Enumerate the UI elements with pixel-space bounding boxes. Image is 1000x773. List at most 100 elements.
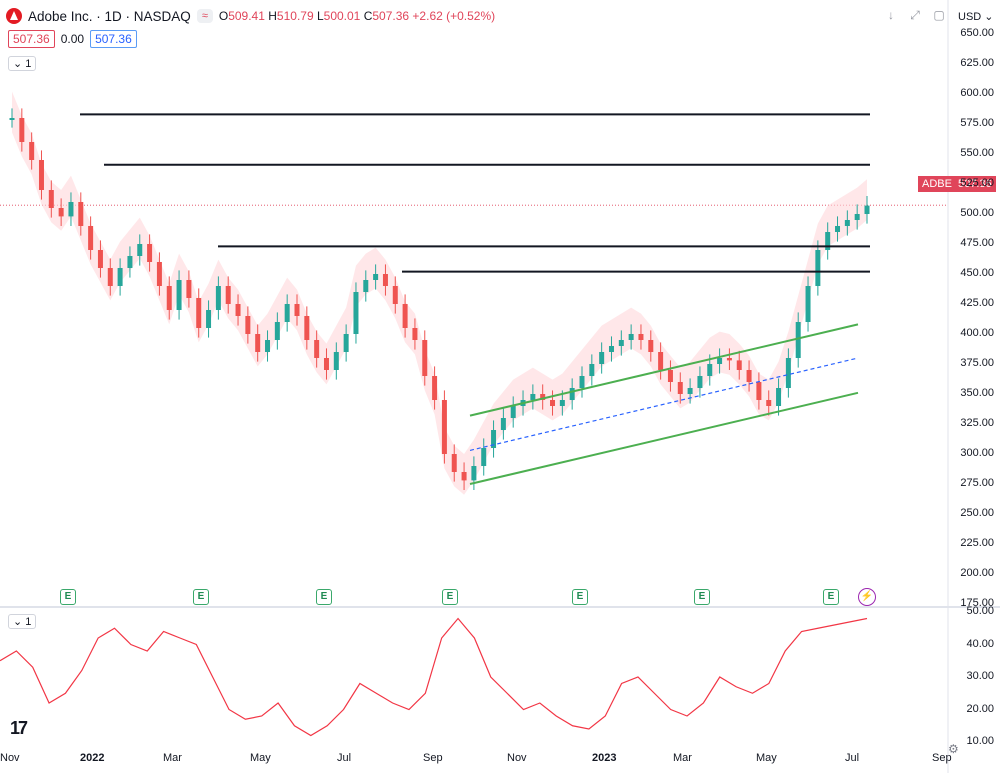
- price-tick-label: 550.00: [960, 147, 994, 159]
- candle-body: [491, 430, 497, 448]
- candle-body: [835, 226, 841, 232]
- candle-body: [756, 382, 762, 400]
- earnings-event-icon[interactable]: E: [694, 589, 710, 605]
- earnings-event-icon[interactable]: E: [572, 589, 588, 605]
- symbol-title[interactable]: Adobe Inc. · 1D · NASDAQ: [28, 8, 191, 24]
- candle-body: [785, 358, 791, 388]
- time-tick-label: Nov: [0, 752, 20, 764]
- candle-body: [422, 340, 428, 376]
- candle-body: [147, 244, 153, 262]
- time-tick-label: 2022: [80, 752, 105, 764]
- candle-body: [304, 316, 310, 340]
- time-tick-label: Sep: [423, 752, 443, 764]
- candle-body: [215, 286, 221, 310]
- candle-body: [58, 208, 64, 217]
- compare-pill[interactable]: ≈: [196, 9, 213, 23]
- candle-body: [746, 370, 752, 382]
- candle-body: [530, 394, 536, 400]
- candle-body: [658, 352, 664, 370]
- candle-body: [245, 316, 251, 334]
- candle-body: [29, 142, 35, 160]
- chart-toolbar: ↓ ⤢ ▢: [880, 6, 950, 24]
- price-tick-label: 200.00: [960, 567, 994, 579]
- candle-body: [78, 202, 84, 226]
- dividends-flash-icon[interactable]: ⚡: [858, 588, 876, 606]
- time-tick-label: Jul: [845, 752, 860, 764]
- candle-body: [471, 466, 477, 481]
- ohlc-values: O509.41 H510.79 L500.01 C507.36 +2.62 (+…: [218, 9, 496, 23]
- candle-body: [648, 340, 654, 352]
- candle-body: [382, 274, 388, 286]
- channel-upper-line: [469, 323, 859, 417]
- candle-body: [373, 274, 379, 280]
- oscillator-tick-label: 40.00: [966, 637, 994, 650]
- earnings-event-icon[interactable]: E: [193, 589, 209, 605]
- tradingview-logo-icon[interactable]: 17: [10, 718, 28, 738]
- price-tick-label: 300.00: [960, 447, 994, 459]
- price-tick-label: 250.00: [960, 507, 994, 519]
- candle-body: [500, 418, 506, 430]
- price-tick-label: 450.00: [960, 267, 994, 279]
- candle-body: [196, 298, 202, 328]
- candle-body: [550, 400, 556, 406]
- time-tick-label: Jul: [337, 752, 352, 764]
- candle-body: [599, 352, 605, 364]
- candle-body: [392, 286, 398, 304]
- arrow-down-icon[interactable]: ↓: [888, 8, 894, 22]
- candle-body: [481, 448, 487, 466]
- cloud-area: [12, 91, 867, 495]
- time-tick-label: Mar: [163, 752, 182, 764]
- candle-body: [333, 352, 339, 370]
- candle-body: [687, 388, 693, 394]
- candle-body: [766, 400, 772, 406]
- candle-body: [97, 250, 103, 268]
- settings-gear-icon[interactable]: ⚙: [948, 742, 959, 756]
- currency-select[interactable]: USD ⌄: [958, 11, 994, 23]
- candle-body: [353, 292, 359, 334]
- candle-body: [294, 304, 300, 316]
- price-tick-label: 475.00: [960, 237, 994, 249]
- earnings-event-icon[interactable]: E: [60, 589, 76, 605]
- candle-body: [825, 232, 831, 250]
- oscillator-tick-label: 20.00: [966, 702, 994, 715]
- bid-box[interactable]: 507.36: [8, 30, 55, 48]
- candle-body: [176, 280, 182, 310]
- expand-icon[interactable]: ⤢: [910, 7, 920, 22]
- candle-body: [618, 340, 624, 346]
- price-tick-label: 525.00: [960, 177, 994, 189]
- candle-body: [166, 286, 172, 310]
- price-tick-label: 500.00: [960, 207, 994, 219]
- candle-body: [186, 280, 192, 298]
- candle-body: [540, 394, 546, 400]
- earnings-event-icon[interactable]: E: [823, 589, 839, 605]
- candle-body: [9, 118, 15, 120]
- earnings-event-icon[interactable]: E: [316, 589, 332, 605]
- candle-body: [854, 214, 860, 220]
- time-tick-label: May: [756, 752, 777, 764]
- indicator-collapse-button[interactable]: ⌄ 1: [8, 56, 37, 71]
- price-tick-label: 225.00: [960, 537, 994, 549]
- oscillator-tick-label: 10.00: [966, 735, 994, 747]
- candle-body: [255, 334, 261, 352]
- candle-body: [88, 226, 94, 250]
- channel-lower-line: [469, 391, 859, 485]
- earnings-event-icon[interactable]: E: [442, 589, 458, 605]
- ask-box[interactable]: 507.36: [90, 30, 137, 48]
- candle-body: [559, 400, 565, 406]
- oscillator-collapse-button[interactable]: ⌄ 1: [8, 614, 37, 629]
- candle-body: [579, 376, 585, 388]
- candle-body: [432, 376, 438, 400]
- candle-body: [805, 286, 811, 322]
- candle-body: [815, 250, 821, 286]
- candle-body: [117, 268, 123, 286]
- candle-body: [314, 340, 320, 358]
- price-tick-label: 625.00: [960, 57, 994, 69]
- square-icon[interactable]: ▢: [933, 8, 945, 22]
- time-tick-label: Mar: [673, 752, 692, 764]
- candle-body: [323, 358, 329, 370]
- candle-body: [156, 262, 162, 286]
- price-tick-label: 650.00: [960, 27, 994, 39]
- adobe-logo-icon: [6, 8, 22, 24]
- candle-body: [795, 322, 801, 358]
